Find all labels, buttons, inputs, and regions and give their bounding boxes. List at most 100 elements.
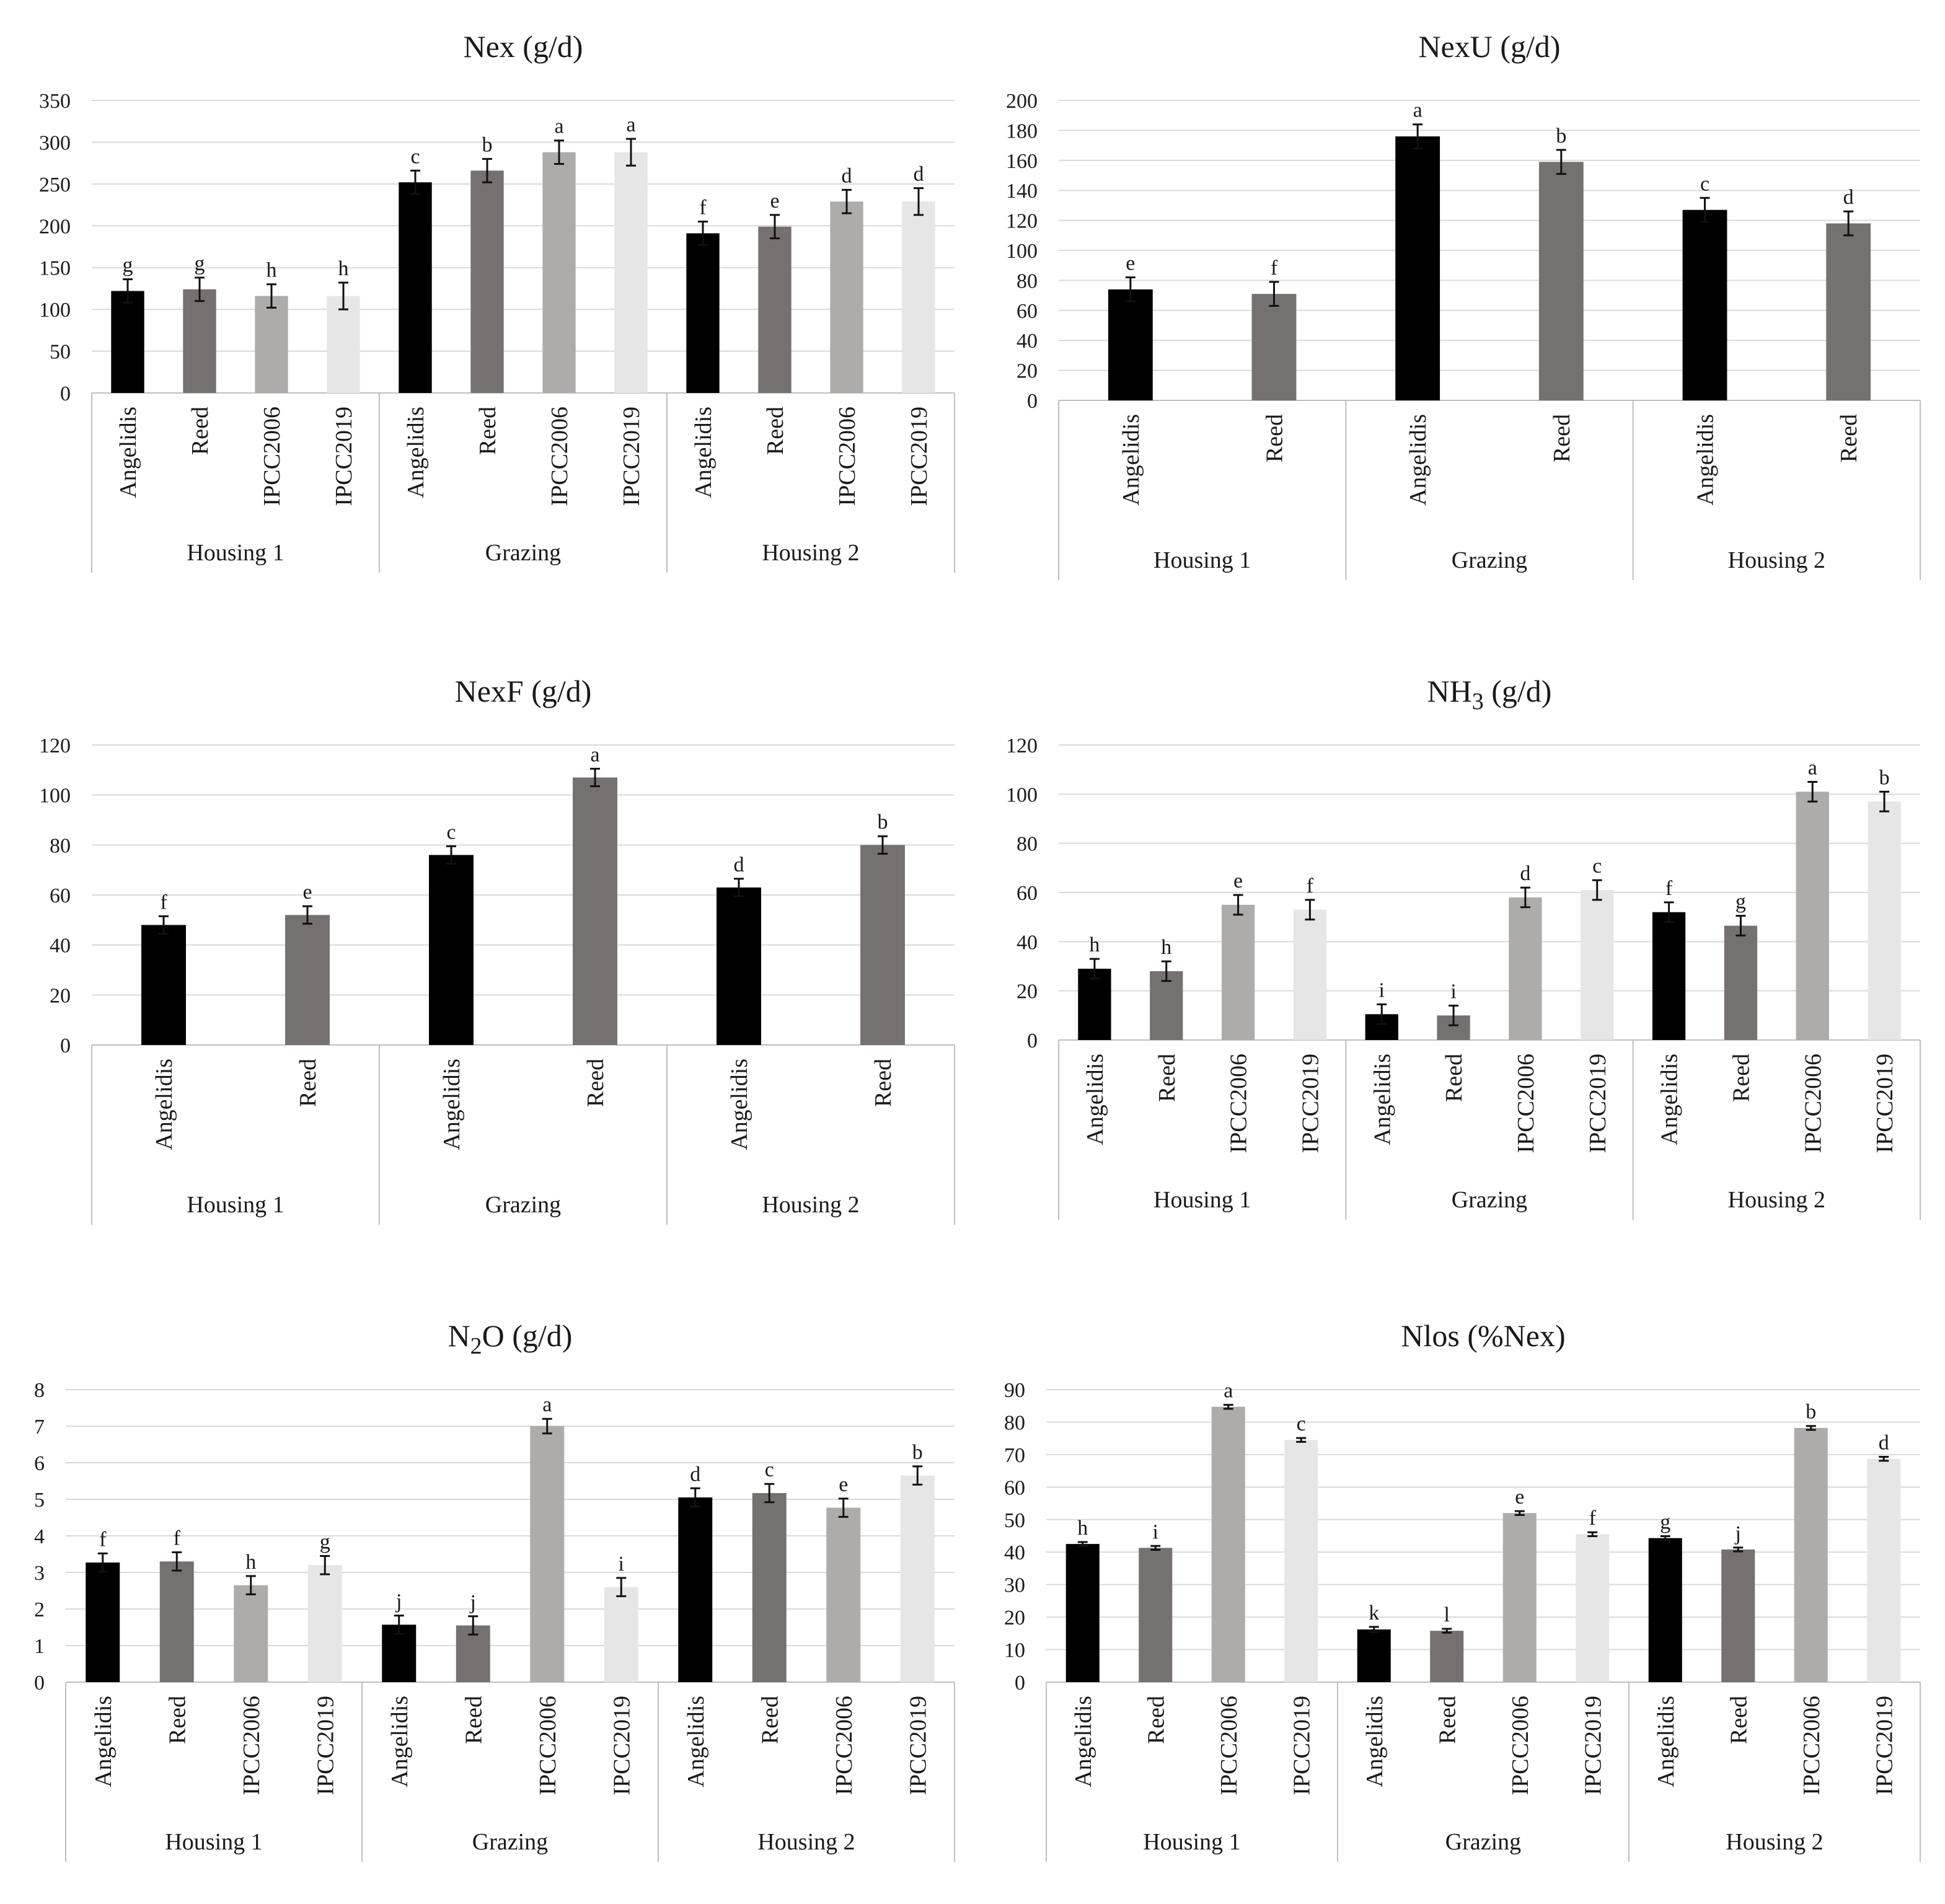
significance-label: e — [1515, 1486, 1524, 1509]
error-bar — [1305, 899, 1315, 921]
x-tick-label: Angelidis — [1118, 414, 1144, 506]
error-bar — [159, 915, 169, 935]
error-bar — [1161, 960, 1171, 982]
x-tick-label: Angelidis — [1657, 1054, 1683, 1145]
significance-label: h — [1077, 1517, 1088, 1540]
group-label: Grazing — [485, 540, 561, 566]
bar — [1794, 1427, 1828, 1682]
y-tick-label: 200 — [1006, 90, 1038, 113]
chart-title: NexF (g/d) — [455, 674, 592, 708]
x-tick-label: Reed — [1262, 414, 1288, 462]
bar — [1211, 1406, 1245, 1682]
bar — [758, 226, 792, 393]
significance-label: g — [1660, 1511, 1670, 1534]
group-label: Housing 1 — [1143, 1829, 1240, 1855]
bar — [1065, 1544, 1100, 1682]
x-tick-label: Angelidis — [1653, 1696, 1679, 1787]
significance-label: i — [1153, 1520, 1158, 1543]
y-tick-label: 100 — [39, 299, 71, 322]
significance-label: d — [1843, 186, 1854, 209]
y-tick-label: 20 — [50, 984, 71, 1007]
chart-nh3: NH3 (g/d) 0 20 40 60 80 100 120 Housing 1 h Angeli… — [973, 645, 1945, 1252]
bar — [1221, 904, 1255, 1040]
bar — [307, 1565, 342, 1682]
y-tick-label: 70 — [1004, 1444, 1025, 1467]
y-tick-label: 0 — [1015, 1672, 1025, 1695]
error-bar — [1733, 1546, 1744, 1553]
significance-label: h — [267, 259, 277, 282]
error-bar — [1223, 1404, 1233, 1410]
y-tick-label: 30 — [1004, 1574, 1025, 1597]
error-bar — [338, 281, 348, 311]
error-bar — [320, 1554, 330, 1576]
chart-nexf: NexF (g/d) 0 20 40 60 80 100 120 Housing 1 f Angel… — [0, 645, 973, 1252]
significance-label: g — [1736, 891, 1746, 914]
error-bar — [878, 835, 888, 855]
bar — [1576, 1534, 1610, 1682]
significance-label: h — [245, 1551, 256, 1574]
y-tick-label: 20 — [1017, 981, 1038, 1003]
y-tick-label: 40 — [1017, 330, 1038, 353]
x-tick-label: Reed — [1441, 1054, 1467, 1102]
error-bar — [626, 138, 636, 167]
error-bar — [842, 188, 852, 214]
bar — [902, 201, 935, 393]
significance-label: b — [878, 811, 888, 834]
bar — [1357, 1629, 1391, 1682]
x-tick-label: Reed — [1728, 1054, 1754, 1102]
x-tick-label: Angelidis — [1405, 414, 1431, 506]
group-label: Housing 1 — [187, 1192, 284, 1218]
y-tick-label: 150 — [39, 257, 71, 280]
error-bar — [554, 139, 564, 165]
x-tick-label: Reed — [870, 1059, 896, 1107]
error-bar — [1879, 790, 1890, 813]
significance-label: a — [1224, 1380, 1233, 1403]
error-bar — [97, 1552, 108, 1573]
group-label: Housing 2 — [762, 540, 859, 566]
x-tick-label: IPCC2006 — [834, 407, 860, 506]
bar — [1867, 1458, 1901, 1682]
error-bar — [1089, 958, 1100, 980]
group-label: Housing 2 — [1728, 547, 1825, 573]
x-tick-label: IPCC2019 — [1580, 1696, 1606, 1795]
x-tick-label: Reed — [757, 1696, 783, 1744]
chart-title: NexU (g/d) — [1418, 29, 1560, 64]
chart-svg: Nex (g/d) 0 50 100 150 200 250 300 350 Housing 1 g… — [39, 29, 955, 573]
chart-title: Nlos (%Nex) — [1401, 1318, 1565, 1353]
significance-label: f — [160, 891, 167, 914]
error-bar — [838, 1497, 849, 1518]
y-tick-label: 4 — [34, 1525, 45, 1548]
x-tick-label: Angelidis — [1369, 1054, 1395, 1145]
error-bar — [1150, 1545, 1161, 1551]
significance-label: e — [839, 1473, 848, 1496]
error-bar — [1369, 1626, 1379, 1633]
x-tick-label: Reed — [1143, 1696, 1169, 1744]
significance-label: b — [1806, 1401, 1816, 1424]
chart-svg: NH3 (g/d) 0 20 40 60 80 100 120 Housing 1 h Angeli… — [1006, 674, 1921, 1220]
y-tick-label: 6 — [34, 1452, 45, 1475]
significance-label: j — [1735, 1522, 1741, 1545]
y-tick-label: 80 — [1004, 1411, 1025, 1434]
x-tick-label: IPCC2019 — [1585, 1054, 1611, 1153]
y-tick-label: 200 — [39, 215, 71, 238]
y-tick-label: 120 — [39, 734, 71, 757]
x-tick-label: IPCC2006 — [1799, 1696, 1825, 1795]
significance-label: c — [1700, 172, 1709, 195]
bar — [604, 1587, 638, 1682]
error-bar — [267, 283, 276, 309]
error-bar — [1556, 149, 1566, 175]
significance-label: b — [1879, 766, 1890, 789]
y-tick-label: 1 — [34, 1635, 45, 1658]
x-tick-label: Reed — [295, 1059, 321, 1107]
x-tick-label: Angelidis — [115, 407, 141, 498]
significance-label: i — [1379, 979, 1385, 1002]
error-bar — [690, 1487, 700, 1508]
significance-label: h — [1161, 936, 1171, 959]
x-tick-label: Angelidis — [683, 1696, 709, 1787]
x-tick-label: Angelidis — [1070, 1696, 1096, 1787]
y-tick-label: 50 — [1004, 1509, 1025, 1532]
bar — [86, 1562, 120, 1682]
y-tick-label: 350 — [39, 90, 71, 113]
significance-label: f — [1665, 877, 1673, 900]
x-tick-label: Reed — [583, 1059, 609, 1107]
